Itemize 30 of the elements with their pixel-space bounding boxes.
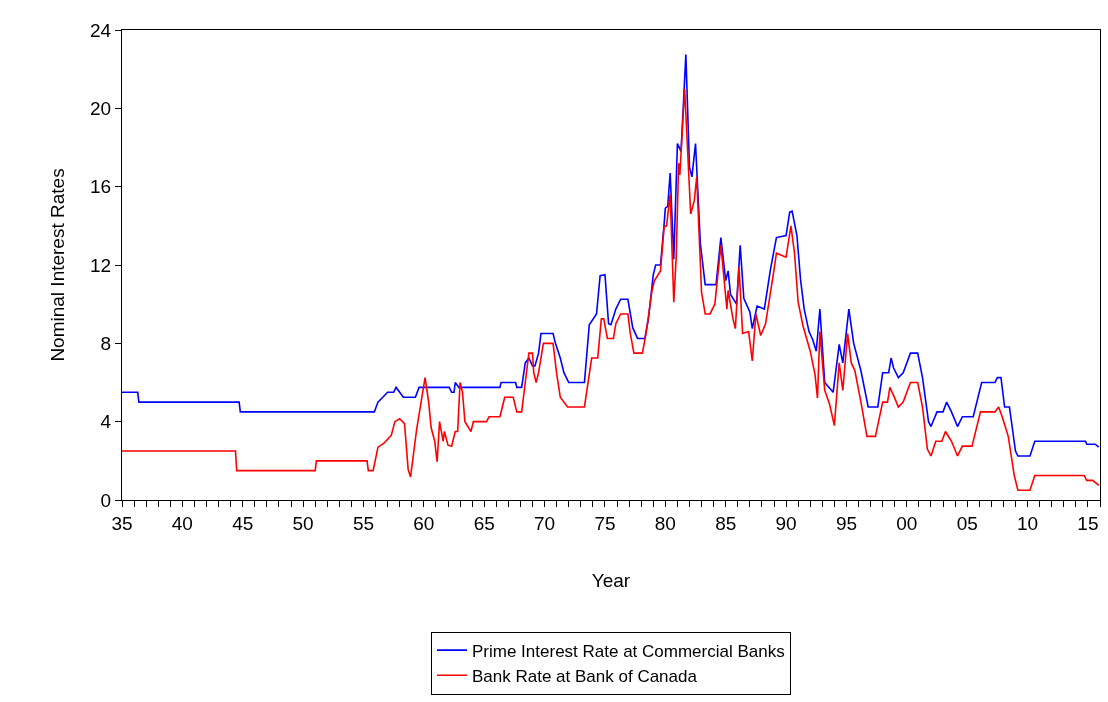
line-series <box>122 87 1100 492</box>
y-tick-label: 24 <box>89 19 112 41</box>
x-tick-label: 90 <box>775 512 797 534</box>
x-tick-label: 35 <box>111 512 133 534</box>
x-tick-label: 95 <box>835 512 858 534</box>
x-tick-label: 40 <box>171 512 193 534</box>
x-tick-label: 65 <box>473 512 495 534</box>
line-series <box>122 53 1100 457</box>
y-tick-label: 4 <box>100 411 112 433</box>
y-tick-label: 20 <box>89 97 112 119</box>
x-tick-label: 70 <box>534 512 556 534</box>
x-axis-title: Year <box>591 569 631 591</box>
y-axis-title: Nominal Interest Rates <box>46 168 68 362</box>
x-tick-label: 55 <box>352 512 375 534</box>
x-tick-label: 45 <box>232 512 254 534</box>
y-tick-label: 12 <box>89 254 112 276</box>
x-tick-label: 50 <box>292 512 314 534</box>
x-tick-label: 05 <box>956 512 978 534</box>
x-tick-label: 60 <box>413 512 435 534</box>
x-tick-label: 75 <box>594 512 616 534</box>
x-tick-label: 10 <box>1016 512 1039 534</box>
legend-label: Prime Interest Rate at Commercial Banks <box>472 641 785 661</box>
legend-label: Bank Rate at Bank of Canada <box>472 666 698 686</box>
x-tick-label: 80 <box>654 512 676 534</box>
y-tick-label: 8 <box>100 332 112 354</box>
x-tick-label: 15 <box>1077 512 1099 534</box>
x-tick-label: 00 <box>896 512 918 534</box>
y-tick-label: 16 <box>89 176 112 198</box>
x-tick-label: 85 <box>715 512 737 534</box>
y-tick-label: 0 <box>100 489 112 511</box>
